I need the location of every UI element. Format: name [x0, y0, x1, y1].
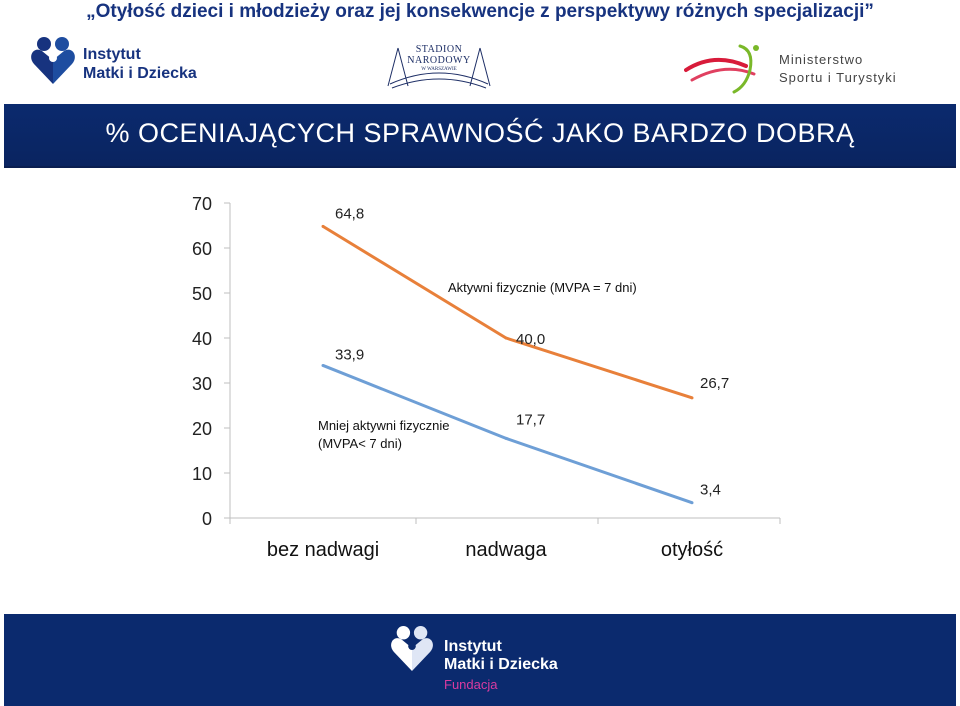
footer-logo-line1: Instytut — [444, 638, 502, 655]
y-tick-label: 10 — [192, 464, 212, 484]
stadion-logo: STADION NARODOWY W WARSZAWIE — [384, 40, 494, 90]
footer-bar: Instytut Matki i Dziecka Fundacja — [4, 614, 956, 706]
y-tick-label: 30 — [192, 374, 212, 394]
x-tick-label: otyłość — [661, 539, 723, 561]
series-line-1 — [322, 225, 693, 400]
y-tick-label: 60 — [192, 239, 212, 259]
stadion-logo-line3: W WARSZAWIE — [421, 67, 457, 72]
series-2-point — [690, 501, 694, 505]
slide-title: % OCENIAJĄCYCH SPRAWNOŚĆ JAKO BARDZO DOB… — [105, 118, 855, 148]
y-tick-label: 40 — [192, 329, 212, 349]
series-1-point — [321, 224, 325, 228]
series-2-point — [321, 363, 325, 367]
ministry-logo-line2: Sportu i Turystyki — [779, 70, 897, 85]
y-tick-label: 0 — [202, 509, 212, 529]
presentation-title: „Otyłość dzieci i młodzieży oraz jej kon… — [86, 1, 874, 22]
imid-logo-line1: Instytut — [83, 46, 141, 63]
data-label: 3,4 — [700, 482, 721, 499]
ministry-logo-line1: Ministerstwo — [779, 52, 864, 67]
stadion-arch-icon — [387, 47, 491, 89]
imid-logo: Instytut Matki i Dziecka — [30, 34, 220, 90]
stadion-logo-line2: NARODOWY — [407, 55, 471, 66]
series-2-name-label: (MVPA< 7 dni) — [318, 436, 402, 451]
x-tick-label: bez nadwagi — [267, 539, 379, 561]
ministry-logo: Ministerstwo Sportu i Turystyki — [684, 40, 914, 96]
imid-logo-line2: Matki i Dziecka — [83, 65, 197, 82]
line-chart: 0 10 20 30 40 50 60 70 bez nadwagi nadwaga otyłość… — [192, 194, 781, 561]
footer-logo: Instytut Matki i Dziecka Fundacja — [390, 624, 590, 700]
y-tick-label: 70 — [192, 194, 212, 214]
footer-logo-line2: Matki i Dziecka — [444, 656, 558, 673]
series-1-name-label: Aktywni fizycznie (MVPA = 7 dni) — [448, 280, 637, 295]
slide-title-banner: % OCENIAJĄCYCH SPRAWNOŚĆ JAKO BARDZO DOB… — [4, 104, 956, 168]
y-tick-label: 20 — [192, 419, 212, 439]
series-line-2 — [322, 364, 693, 505]
data-label: 64,8 — [335, 205, 364, 222]
data-label: 33,9 — [335, 346, 364, 363]
series-2-name-label: Mniej aktywni fizycznie — [318, 418, 450, 433]
ministry-swoosh-icon — [684, 44, 759, 94]
y-tick-label: 50 — [192, 284, 212, 304]
heart-people-icon — [391, 626, 433, 671]
data-label: 17,7 — [516, 411, 545, 428]
series-1-point — [690, 396, 694, 400]
data-label: 26,7 — [700, 375, 729, 392]
footer-logo-line3: Fundacja — [444, 677, 498, 692]
series-1-point — [504, 336, 508, 340]
stadion-logo-line1: STADION — [415, 44, 463, 55]
series-2-point — [504, 436, 508, 440]
heart-people-icon — [31, 37, 75, 84]
data-label: 40,0 — [516, 331, 545, 348]
x-tick-label: nadwaga — [465, 539, 547, 561]
